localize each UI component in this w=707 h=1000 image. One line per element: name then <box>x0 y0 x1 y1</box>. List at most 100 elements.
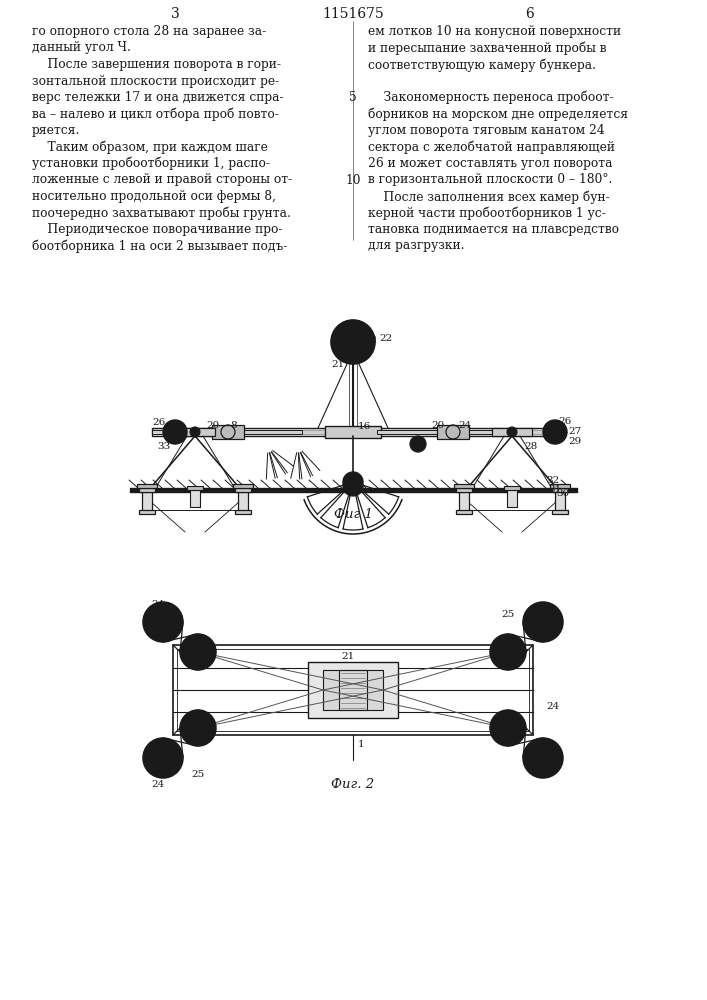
Text: 24: 24 <box>458 421 472 430</box>
Text: 31: 31 <box>548 485 561 494</box>
Text: и пересыпание захваченной пробы в: и пересыпание захваченной пробы в <box>368 41 607 55</box>
Text: в горизонтальной плоскости 0 – 180°.: в горизонтальной плоскости 0 – 180°. <box>368 174 612 186</box>
Text: 25: 25 <box>192 770 204 779</box>
Bar <box>152 430 554 434</box>
Text: 29: 29 <box>568 437 581 446</box>
Circle shape <box>343 476 363 496</box>
Bar <box>235 510 251 514</box>
Text: 6: 6 <box>525 7 534 21</box>
Bar <box>437 425 469 439</box>
Text: Фиг. 2: Фиг. 2 <box>332 778 375 791</box>
Text: 21: 21 <box>332 360 345 369</box>
Circle shape <box>490 634 526 670</box>
Bar <box>504 486 520 490</box>
Circle shape <box>143 602 183 642</box>
Bar <box>555 492 565 512</box>
Bar <box>454 484 474 488</box>
Circle shape <box>343 472 363 492</box>
Text: 20: 20 <box>206 421 219 430</box>
Text: После завершения поворота в гори-: После завершения поворота в гори- <box>32 58 281 71</box>
Circle shape <box>543 420 567 444</box>
Circle shape <box>180 634 216 670</box>
Text: ложенные с левой и правой стороны от-: ложенные с левой и правой стороны от- <box>32 174 292 186</box>
Text: ряется.: ряется. <box>32 124 81 137</box>
Text: ем лотков 10 на конусной поверхности: ем лотков 10 на конусной поверхности <box>368 25 621 38</box>
Bar <box>550 484 570 488</box>
Bar <box>492 428 532 436</box>
Text: 26: 26 <box>152 418 165 427</box>
Bar <box>212 425 244 439</box>
Text: верс тележки 17 и она движется спра-: верс тележки 17 и она движется спра- <box>32 91 284 104</box>
Circle shape <box>523 738 563 778</box>
Text: 32: 32 <box>546 476 559 485</box>
Text: сектора с желобчатой направляющей: сектора с желобчатой направляющей <box>368 140 615 154</box>
Text: 16: 16 <box>358 422 371 431</box>
Text: 28: 28 <box>524 442 537 451</box>
Bar <box>173 645 533 735</box>
Text: 1151675: 1151675 <box>322 7 384 21</box>
Bar <box>233 484 253 488</box>
Text: 26: 26 <box>558 417 571 426</box>
Bar <box>377 430 505 434</box>
Text: Закономерность переноса пробоот-: Закономерность переноса пробоот- <box>368 91 614 104</box>
Bar <box>152 430 302 434</box>
Circle shape <box>490 710 526 746</box>
Text: зонтальной плоскости происходит ре-: зонтальной плоскости происходит ре- <box>32 75 279 88</box>
Text: установки пробоотборники 1, распо-: установки пробоотборники 1, распо- <box>32 157 270 170</box>
Text: го опорного стола 28 на заранее за-: го опорного стола 28 на заранее за- <box>32 25 267 38</box>
Text: 3: 3 <box>170 7 180 21</box>
Bar <box>325 426 381 438</box>
Text: 24: 24 <box>546 702 559 711</box>
Bar <box>552 510 568 514</box>
Text: 30: 30 <box>556 489 569 498</box>
Bar <box>507 490 517 507</box>
Bar <box>323 670 383 710</box>
Bar <box>137 484 157 488</box>
Text: данный угол Ч.: данный угол Ч. <box>32 41 131 54</box>
Text: Таким образом, при каждом шаге: Таким образом, при каждом шаге <box>32 140 268 154</box>
Text: керной части пробоотборников 1 ус-: керной части пробоотборников 1 ус- <box>368 207 606 220</box>
Circle shape <box>163 420 187 444</box>
Bar <box>177 649 529 731</box>
Circle shape <box>143 738 183 778</box>
Bar <box>456 510 472 514</box>
Text: 20: 20 <box>431 421 444 430</box>
Text: 5: 5 <box>349 91 357 104</box>
Circle shape <box>410 436 426 452</box>
Bar <box>235 488 251 492</box>
Text: ва – налево и цикл отбора проб повто-: ва – налево и цикл отбора проб повто- <box>32 107 279 121</box>
Text: соответствующую камеру бункера.: соответствующую камеру бункера. <box>368 58 596 72</box>
Bar <box>152 428 554 436</box>
Bar <box>190 490 200 507</box>
Text: тановка поднимается на плавсредство: тановка поднимается на плавсредство <box>368 223 619 236</box>
Text: 33: 33 <box>157 442 170 451</box>
Bar <box>459 492 469 512</box>
Text: Фиг 1: Фиг 1 <box>334 508 373 521</box>
Bar <box>238 492 248 512</box>
Text: носительно продольной оси фермы 8,: носительно продольной оси фермы 8, <box>32 190 276 203</box>
Bar <box>456 488 472 492</box>
Bar <box>308 662 398 718</box>
Bar <box>187 486 203 490</box>
Text: 25: 25 <box>501 610 515 619</box>
Text: 24: 24 <box>151 780 165 789</box>
Text: 24: 24 <box>151 600 165 609</box>
Text: поочередно захватывают пробы грунта.: поочередно захватывают пробы грунта. <box>32 207 291 220</box>
Bar <box>139 488 155 492</box>
Text: После заполнения всех камер бун-: После заполнения всех камер бун- <box>368 190 609 204</box>
Text: 26 и может составлять угол поворота: 26 и может составлять угол поворота <box>368 157 612 170</box>
Text: борников на морском дне определяется: борников на морском дне определяется <box>368 107 628 121</box>
Bar <box>175 428 215 436</box>
Circle shape <box>331 320 375 364</box>
Text: 27: 27 <box>568 427 581 436</box>
Circle shape <box>180 710 216 746</box>
Bar <box>142 492 152 512</box>
Text: 21: 21 <box>341 652 355 661</box>
Text: 8: 8 <box>230 421 237 430</box>
Text: боотборника 1 на оси 2 вызывает подъ-: боотборника 1 на оси 2 вызывает подъ- <box>32 239 287 253</box>
Text: для разгрузки.: для разгрузки. <box>368 239 464 252</box>
Text: 10: 10 <box>345 174 361 186</box>
Circle shape <box>523 602 563 642</box>
Circle shape <box>190 427 200 437</box>
Text: Периодическое поворачивание про-: Периодическое поворачивание про- <box>32 223 283 236</box>
